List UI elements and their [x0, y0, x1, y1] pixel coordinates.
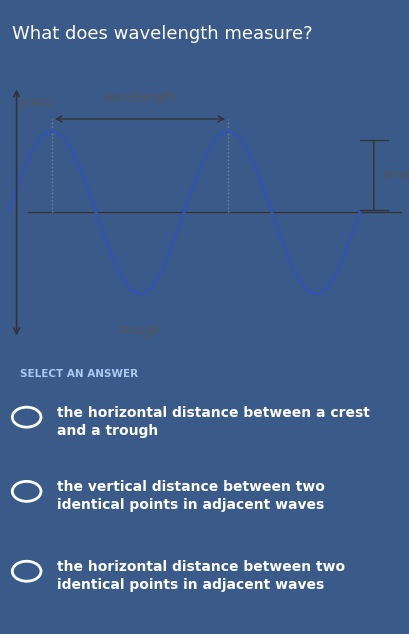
- Text: amplitude: amplitude: [381, 170, 409, 180]
- Text: SELECT AN ANSWER: SELECT AN ANSWER: [20, 369, 138, 378]
- Text: crest: crest: [21, 96, 52, 109]
- Text: the vertical distance between two
identical points in adjacent waves: the vertical distance between two identi…: [57, 480, 324, 512]
- Text: wavelength: wavelength: [103, 91, 176, 105]
- Text: the horizontal distance between two
identical points in adjacent waves: the horizontal distance between two iden…: [57, 560, 345, 592]
- Text: trough: trough: [119, 324, 160, 337]
- Text: the horizontal distance between a crest
and a trough: the horizontal distance between a crest …: [57, 406, 369, 438]
- Text: What does wavelength measure?: What does wavelength measure?: [12, 25, 312, 43]
